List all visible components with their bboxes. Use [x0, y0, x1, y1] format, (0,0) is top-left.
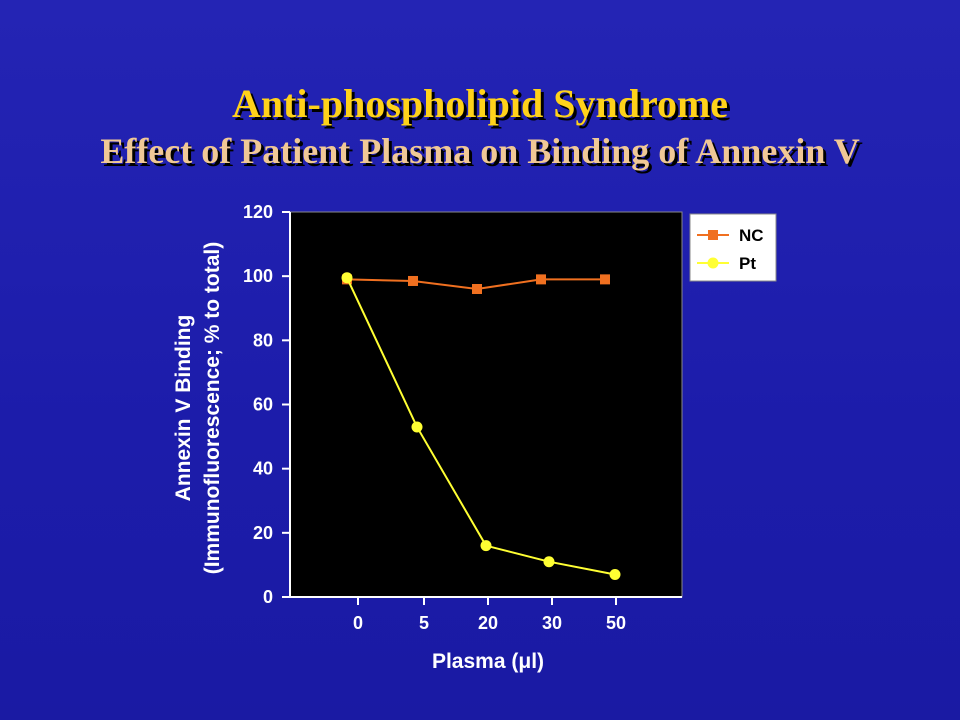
y-tick-label: 80	[253, 330, 273, 350]
legend-marker-nc	[708, 230, 718, 240]
y-tick-label: 120	[243, 202, 273, 222]
series-point-nc	[536, 274, 546, 285]
y-axis-label-line2: (Immunofluorescence; % to total)	[201, 242, 224, 575]
series-point-pt	[609, 569, 621, 581]
legend-marker-pt	[707, 257, 719, 269]
x-tick-label: 20	[478, 613, 498, 633]
slide-title: Anti-phospholipid Syndrome	[231, 81, 729, 126]
legend-box	[689, 213, 777, 282]
series-point-pt	[341, 272, 353, 284]
legend-label-nc: NC	[739, 226, 764, 245]
series-point-nc	[408, 275, 418, 286]
slide-subtitle: Effect of Patient Plasma on Binding of A…	[100, 131, 860, 171]
y-tick-label: 100	[243, 266, 273, 286]
x-tick-label: 0	[353, 613, 363, 633]
series-point-pt	[543, 556, 555, 568]
x-tick-label: 50	[606, 613, 626, 633]
y-tick-label: 20	[253, 523, 273, 543]
y-tick-label: 60	[253, 395, 273, 415]
x-tick-label: 30	[542, 613, 562, 633]
series-point-nc	[600, 274, 610, 285]
y-tick-label: 0	[263, 587, 273, 607]
series-point-pt	[411, 421, 423, 433]
series-point-pt	[480, 540, 492, 552]
x-tick-label: 5	[419, 613, 429, 633]
y-axis-label-line1: Annexin V Binding	[172, 315, 195, 502]
legend-label-pt: Pt	[739, 254, 756, 273]
x-axis-label: Plasma (μl)	[432, 650, 544, 673]
y-tick-label: 40	[253, 459, 273, 479]
series-point-nc	[472, 284, 482, 294]
legend: NC Pt	[689, 213, 777, 282]
plot-area	[289, 211, 683, 598]
